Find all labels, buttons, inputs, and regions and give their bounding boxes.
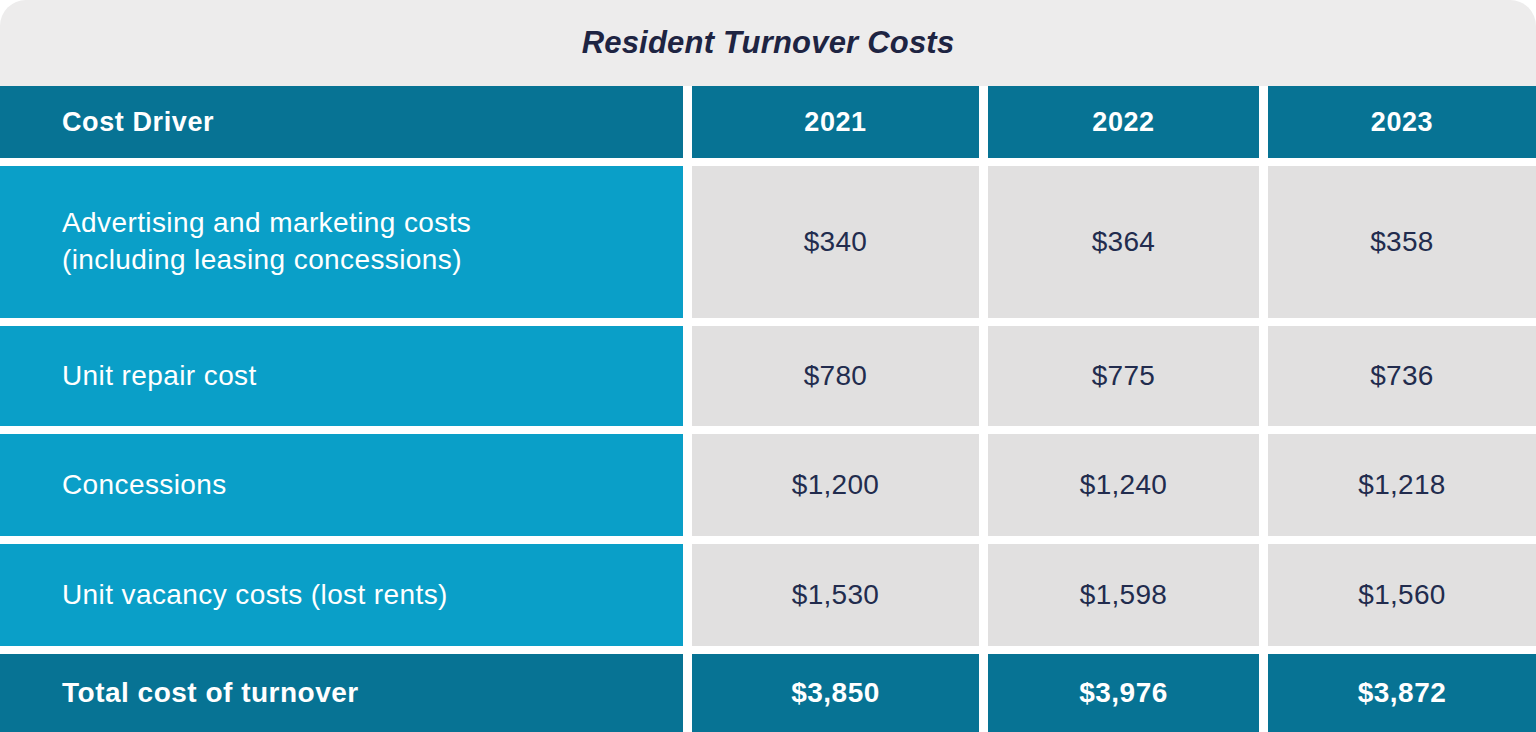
total-row-label: Total cost of turnover (0, 654, 683, 732)
cell-concessions-2021: $1,200 (692, 434, 979, 536)
cell-concessions-2022: $1,240 (988, 434, 1259, 536)
total-2021: $3,850 (692, 654, 979, 732)
cell-unit-repair-2021: $780 (692, 326, 979, 426)
cell-unit-vacancy-2023: $1,560 (1268, 544, 1536, 646)
column-header-2023: 2023 (1268, 86, 1536, 158)
costs-table: Cost Driver 2021 2022 2023 Advertising a… (0, 86, 1536, 732)
title-band: Resident Turnover Costs (0, 0, 1536, 86)
total-2022: $3,976 (988, 654, 1259, 732)
cell-advertising-2022: $364 (988, 166, 1259, 318)
cell-unit-repair-2023: $736 (1268, 326, 1536, 426)
resident-turnover-costs-card: Resident Turnover Costs Cost Driver 2021… (0, 0, 1536, 732)
column-header-cost-driver: Cost Driver (0, 86, 683, 158)
cell-unit-repair-2022: $775 (988, 326, 1259, 426)
cell-advertising-2021: $340 (692, 166, 979, 318)
cell-advertising-2023: $358 (1268, 166, 1536, 318)
column-header-2021: 2021 (692, 86, 979, 158)
row-label-unit-repair: Unit repair cost (0, 326, 683, 426)
column-header-2022: 2022 (988, 86, 1259, 158)
row-label-unit-vacancy: Unit vacancy costs (lost rents) (0, 544, 683, 646)
cell-unit-vacancy-2021: $1,530 (692, 544, 979, 646)
cell-concessions-2023: $1,218 (1268, 434, 1536, 536)
page-title: Resident Turnover Costs (582, 25, 955, 61)
row-label-concessions: Concessions (0, 434, 683, 536)
total-2023: $3,872 (1268, 654, 1536, 732)
row-label-advertising-marketing: Advertising and marketing costs (includi… (0, 166, 683, 318)
cell-unit-vacancy-2022: $1,598 (988, 544, 1259, 646)
